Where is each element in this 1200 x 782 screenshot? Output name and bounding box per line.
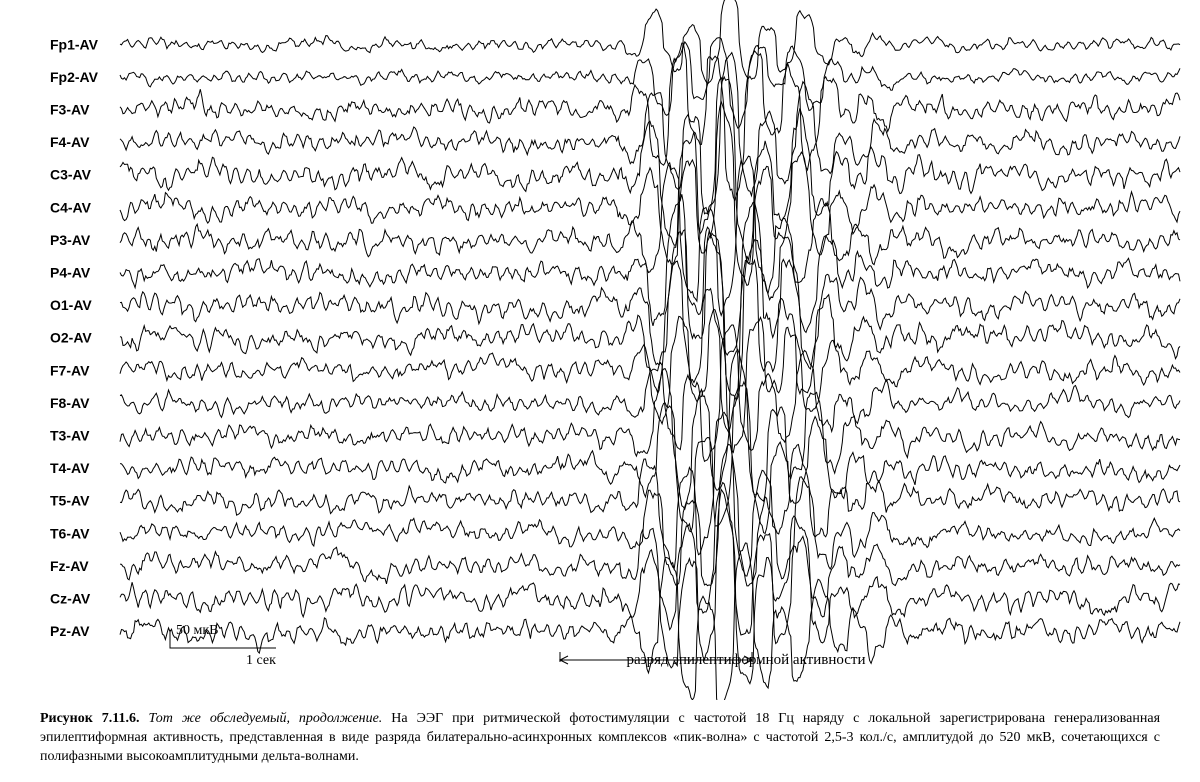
eeg-trace bbox=[120, 382, 1180, 534]
eeg-trace bbox=[120, 38, 1180, 128]
caption-italic-lead: Тот же обследуемый, продолжение. bbox=[148, 711, 382, 726]
channel-label: C3-AV bbox=[50, 167, 92, 183]
channel-label: P3-AV bbox=[50, 232, 91, 248]
channel-label: Cz-AV bbox=[50, 591, 91, 607]
eeg-figure: Fp1-AV Fp2-AV F3-AV F4-AV C3-AV C4-AV P3-AV P4-… bbox=[0, 0, 1200, 782]
scale-bar: 50 мкВ 1 сек bbox=[170, 623, 276, 668]
figure-caption: Рисунок 7.11.6. Тот же обследуемый, прод… bbox=[40, 710, 1160, 767]
eeg-plot: Fp1-AV Fp2-AV F3-AV F4-AV C3-AV C4-AV P3-AV P4-… bbox=[0, 0, 1200, 700]
channel-label: F3-AV bbox=[50, 102, 90, 118]
channel-label: P4-AV bbox=[50, 265, 91, 281]
eeg-trace bbox=[120, 77, 1180, 264]
channel-label: O1-AV bbox=[50, 297, 92, 313]
eeg-trace bbox=[120, 0, 1180, 84]
channel-label: Fz-AV bbox=[50, 558, 89, 574]
channel-label: Pz-AV bbox=[50, 623, 90, 639]
channel-label: C4-AV bbox=[50, 199, 92, 215]
channel-label: F4-AV bbox=[50, 134, 90, 150]
channel-label: F7-AV bbox=[50, 362, 90, 378]
channel-label: O2-AV bbox=[50, 330, 92, 346]
channel-label: T4-AV bbox=[50, 460, 90, 476]
channel-label: T3-AV bbox=[50, 428, 90, 444]
scale-vertical-label: 50 мкВ bbox=[176, 623, 219, 638]
burst-label: разряд эпилептиформной активности bbox=[627, 652, 866, 668]
figure-number: Рисунок 7.11.6. bbox=[40, 711, 139, 726]
channel-label: T6-AV bbox=[50, 525, 90, 541]
burst-extent-marker: разряд эпилептиформной активности bbox=[560, 652, 865, 668]
scale-horizontal-label: 1 сек bbox=[246, 653, 276, 668]
eeg-trace bbox=[120, 260, 1180, 432]
channel-label: T5-AV bbox=[50, 493, 90, 509]
channel-label: F8-AV bbox=[50, 395, 90, 411]
channel-label: Fp1-AV bbox=[50, 36, 99, 52]
channel-label: Fp2-AV bbox=[50, 69, 99, 85]
